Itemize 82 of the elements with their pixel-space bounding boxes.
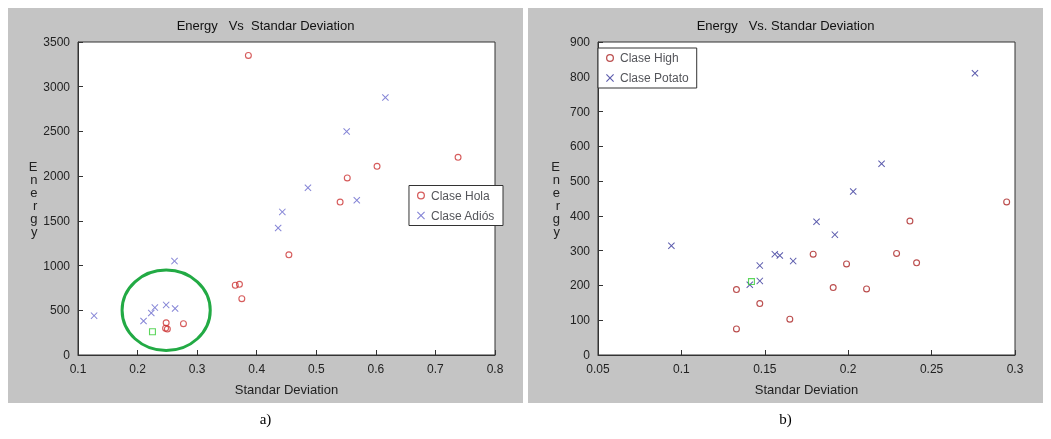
point	[809, 250, 817, 258]
y-tick-label: 400	[569, 208, 591, 223]
text: b)	[778, 411, 793, 428]
y-tick-label: 2000	[43, 169, 71, 184]
point	[893, 249, 901, 257]
point	[971, 69, 979, 77]
y-tick-label: 1500	[43, 213, 71, 228]
x-tick-label: 0.4	[248, 362, 266, 376]
x-tick-label: 0.3	[1006, 362, 1024, 376]
x-tick-label: 0.25	[919, 362, 944, 376]
point	[454, 153, 462, 161]
point	[278, 208, 286, 216]
y-tick-label: 900	[569, 35, 591, 49]
point	[831, 231, 839, 239]
point	[813, 218, 821, 226]
y-tick-label: 3000	[43, 79, 71, 94]
x-axis-title: Standar Deviation	[234, 382, 339, 397]
point	[171, 257, 179, 265]
x-tick-label: 0.8	[486, 362, 504, 376]
point	[1003, 198, 1011, 206]
point	[238, 295, 246, 303]
text: a)	[258, 411, 273, 428]
y-tick-label: 700	[569, 104, 591, 119]
point	[373, 162, 381, 170]
point	[732, 325, 740, 333]
legend-label: Clase Potato	[620, 71, 690, 85]
point	[285, 251, 293, 259]
chart-title: Energy Vs Standar Deviation	[176, 18, 355, 33]
point	[756, 262, 764, 270]
point	[148, 328, 156, 336]
y-tick-label: 200	[569, 278, 591, 293]
y-tick-label: 1000	[43, 258, 71, 273]
point	[906, 217, 914, 225]
x-tick-label: 0.3	[188, 362, 206, 376]
y-axis-title: Energy	[551, 158, 561, 239]
x-tick-label: 0.2	[839, 362, 857, 376]
point	[90, 312, 98, 320]
y-tick-label: 100	[569, 313, 591, 328]
x-tick-label: 0.2	[129, 362, 147, 376]
y-tick-label: 500	[569, 174, 591, 189]
point	[343, 174, 351, 182]
x-tick-label: 0.1	[69, 362, 87, 376]
point	[776, 252, 784, 260]
x-tick-label: 0.15	[753, 362, 777, 376]
legend-label: Clase Adiós	[430, 208, 495, 223]
x-tick-label: 0.6	[367, 362, 385, 376]
x-tick-label: 0.05	[586, 362, 610, 376]
y-tick-label: 600	[569, 139, 591, 154]
point	[843, 260, 851, 268]
x-tick-label: 0.7	[427, 362, 445, 376]
point	[244, 51, 252, 59]
legend-label: Clase High	[620, 51, 679, 65]
y-tick-label: 3500	[43, 35, 71, 49]
point	[179, 320, 187, 328]
point	[863, 285, 871, 293]
y-axis-title: Energy	[28, 158, 39, 239]
legend-label: Clase Hola	[430, 188, 490, 203]
x-axis-title: Standar Deviation	[754, 382, 859, 397]
point	[667, 242, 675, 250]
point	[732, 286, 740, 294]
point	[140, 317, 148, 325]
y-tick-label: 800	[569, 69, 591, 84]
point	[756, 300, 764, 308]
point	[235, 280, 243, 288]
point	[171, 305, 179, 312]
y-tick-label: 500	[49, 303, 71, 318]
point	[786, 315, 794, 323]
y-tick-label: 0	[63, 348, 71, 362]
point	[913, 259, 921, 267]
y-tick-label: 0	[583, 348, 591, 362]
point	[771, 250, 779, 258]
point	[849, 188, 857, 196]
x-tick-label: 0.1	[673, 362, 691, 376]
point	[829, 284, 837, 292]
point	[336, 198, 344, 206]
point	[151, 304, 159, 312]
y-tick-label: 2500	[43, 124, 71, 139]
y-tick-label: 300	[569, 243, 591, 258]
chart-title: Energy Vs. Standar Deviation	[696, 18, 875, 33]
x-tick-label: 0.5	[307, 362, 325, 376]
point	[756, 277, 764, 285]
point	[353, 196, 361, 204]
